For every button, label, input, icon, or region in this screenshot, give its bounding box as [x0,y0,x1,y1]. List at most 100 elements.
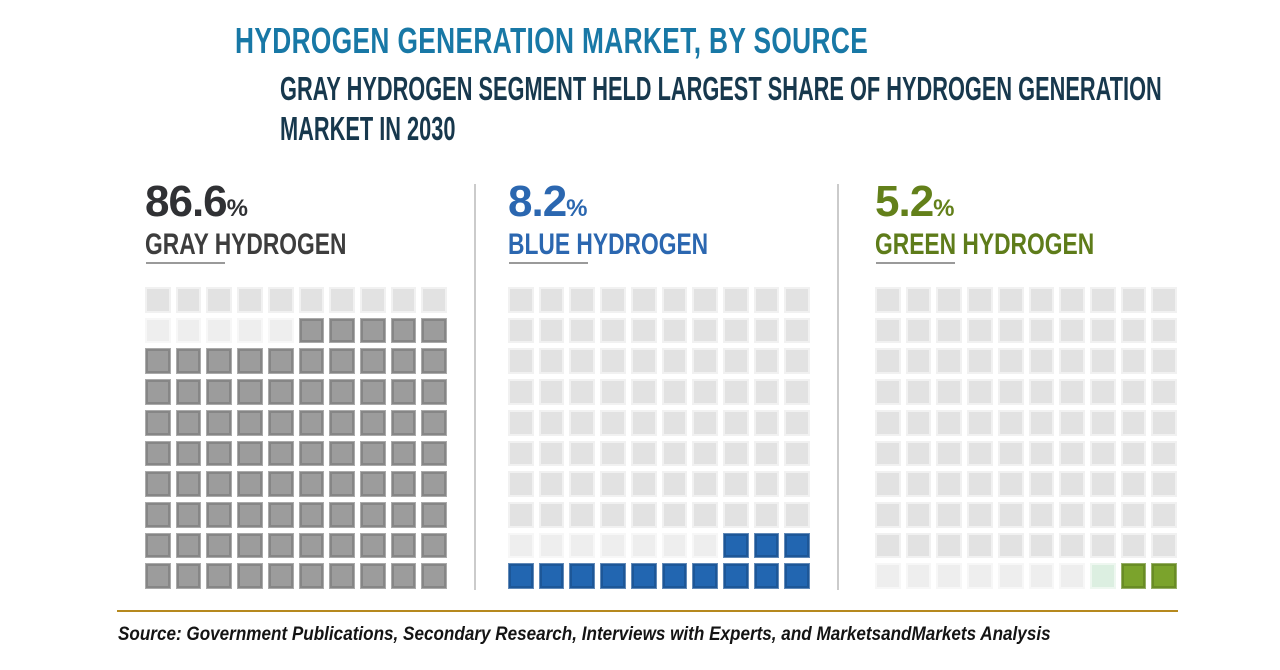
waffle-cell [267,379,294,405]
waffle-cell [875,532,901,559]
waffle-cell [329,440,355,467]
waffle-cell [145,379,171,405]
waffle-cell [206,532,233,559]
waffle-cell [359,317,386,344]
waffle-cell [905,471,932,497]
waffle-cell [267,440,294,467]
waffle-cell [905,348,932,375]
section-divider [837,184,839,590]
segment-label: GREEN HYDROGEN [875,228,1095,261]
waffle-cell [421,379,447,405]
waffle-cell [661,440,688,467]
waffle-cell [905,501,932,528]
waffle-cell [237,471,263,497]
waffle-cell [661,409,688,436]
waffle-cell [936,348,963,375]
waffle-cell [237,348,263,375]
waffle-cell [1059,471,1085,497]
waffle-cell [421,317,447,344]
waffle-cell [206,317,233,344]
waffle-cell [145,563,171,589]
waffle-cell [1089,409,1116,436]
waffle-cell [600,501,626,528]
waffle-cell [784,409,810,436]
segment-value: 86.6% [145,180,248,229]
waffle-cell [997,409,1024,436]
waffle-cell [784,532,810,559]
waffle-cell [298,563,325,589]
waffle-cell [390,287,417,313]
waffle-cell [569,287,596,313]
waffle-cell [784,287,810,313]
waffle-cell [206,348,233,375]
waffle-cell [661,501,688,528]
waffle-cell [1089,563,1116,589]
waffle-cell [1028,317,1055,344]
waffle-cell [267,563,294,589]
waffle-cell [237,501,263,528]
waffle-cell [175,348,202,375]
waffle-grid [508,287,810,589]
waffle-cell [630,409,657,436]
waffle-cell [692,317,718,344]
waffle-cell [1120,532,1147,559]
waffle-cell [359,563,386,589]
waffle-cell [722,379,749,405]
segment-underline [876,262,955,264]
waffle-cell [1151,563,1177,589]
waffle-cell [1089,440,1116,467]
waffle-cell [237,440,263,467]
waffle-cell [905,287,932,313]
waffle-cell [329,409,355,436]
waffle-cell [359,379,386,405]
waffle-cell [237,563,263,589]
waffle-cell [237,409,263,436]
waffle-cell [753,379,780,405]
waffle-cell [390,348,417,375]
waffle-cell [661,379,688,405]
waffle-cell [237,317,263,344]
waffle-cell [298,471,325,497]
waffle-cell [538,440,565,467]
waffle-cell [1151,532,1177,559]
waffle-cell [967,287,993,313]
waffle-cell [1028,501,1055,528]
waffle-cell [390,379,417,405]
waffle-cell [997,287,1024,313]
waffle-cell [784,471,810,497]
waffle-cell [538,532,565,559]
waffle-cell [329,501,355,528]
waffle-cell [722,348,749,375]
waffle-cell [692,563,718,589]
waffle-cell [329,287,355,313]
waffle-cell [661,563,688,589]
waffle-cell [600,379,626,405]
waffle-cell [1089,501,1116,528]
waffle-cell [630,379,657,405]
waffle-cell [390,501,417,528]
waffle-cell [206,563,233,589]
segment-underline [509,262,588,264]
waffle-cell [1151,379,1177,405]
waffle-grid [145,287,447,589]
waffle-cell [298,440,325,467]
waffle-cell [508,348,534,375]
waffle-cell [206,379,233,405]
waffle-cell [329,532,355,559]
waffle-cell [784,348,810,375]
waffle-cell [145,501,171,528]
waffle-cell [1059,317,1085,344]
waffle-cell [569,440,596,467]
waffle-cell [936,409,963,436]
waffle-cell [390,471,417,497]
waffle-cell [997,532,1024,559]
waffle-cell [538,409,565,436]
waffle-cell [692,440,718,467]
waffle-cell [175,532,202,559]
waffle-cell [1151,287,1177,313]
waffle-cell [875,409,901,436]
waffle-cell [997,501,1024,528]
waffle-cell [661,471,688,497]
waffle-cell [508,287,534,313]
waffle-cell [267,532,294,559]
